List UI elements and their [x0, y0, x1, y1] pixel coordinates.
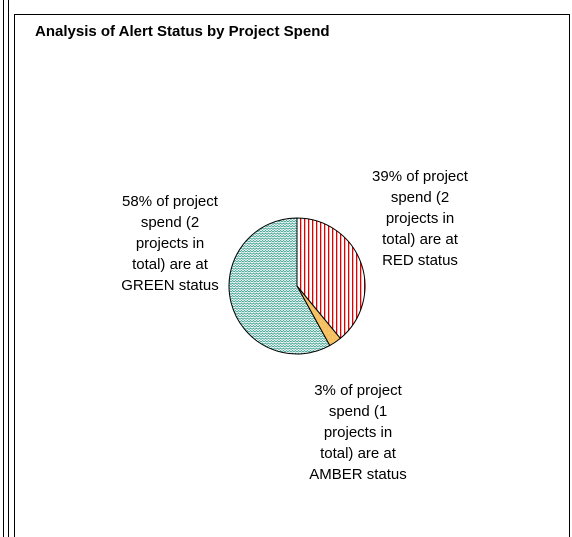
slice-label: 39% of project spend (2 projects in tota…: [372, 168, 468, 269]
slice-label: 58% of project spend (2 projects in tota…: [121, 193, 219, 294]
chart-title: Analysis of Alert Status by Project Spen…: [35, 23, 330, 40]
pie-slice: [296, 217, 366, 340]
chart-border: [14, 14, 570, 537]
pie-slice: [228, 217, 331, 355]
slice-label: 3% of project spend (1 projects in total…: [309, 382, 407, 483]
